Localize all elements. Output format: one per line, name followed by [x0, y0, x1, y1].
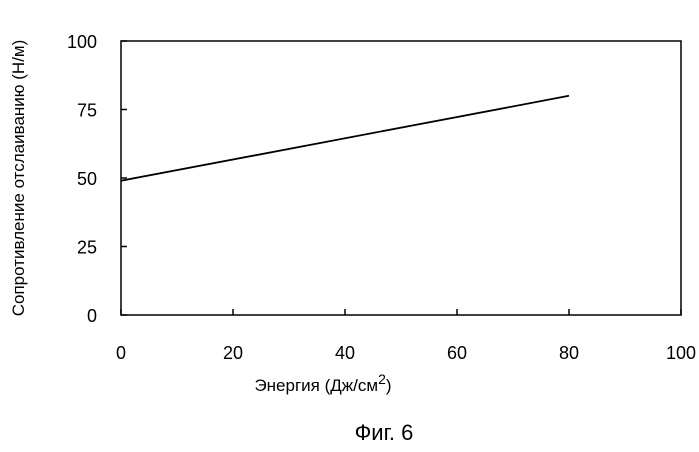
y-tick-label: 75: [77, 101, 97, 121]
x-tick-label: 0: [116, 343, 126, 363]
plot-frame: [121, 41, 681, 315]
x-tick-label: 60: [447, 343, 467, 363]
y-axis-label: Сопротивление отслаиванию (Н/м): [9, 40, 28, 317]
y-tick-label: 100: [67, 32, 97, 52]
y-tick-label: 50: [77, 169, 97, 189]
y-axis-ticks: 0 25 50 75 100: [67, 32, 127, 326]
x-axis-ticks: 0 20 40 60 80 100: [116, 309, 696, 363]
y-tick-label: 0: [87, 306, 97, 326]
series-layer: [121, 96, 569, 181]
series-line: [121, 96, 569, 181]
x-axis-label-close: ): [386, 376, 392, 395]
x-axis-label-superscript: 2: [378, 371, 386, 387]
x-axis-label: Энергия (Дж/см2): [254, 371, 391, 395]
y-tick-label: 25: [77, 238, 97, 258]
figure-caption: Фиг. 6: [355, 420, 414, 445]
x-tick-label: 100: [666, 343, 696, 363]
x-tick-label: 20: [223, 343, 243, 363]
x-axis-label-main: Энергия (Дж/см: [254, 376, 378, 395]
x-tick-label: 40: [335, 343, 355, 363]
x-tick-label: 80: [559, 343, 579, 363]
